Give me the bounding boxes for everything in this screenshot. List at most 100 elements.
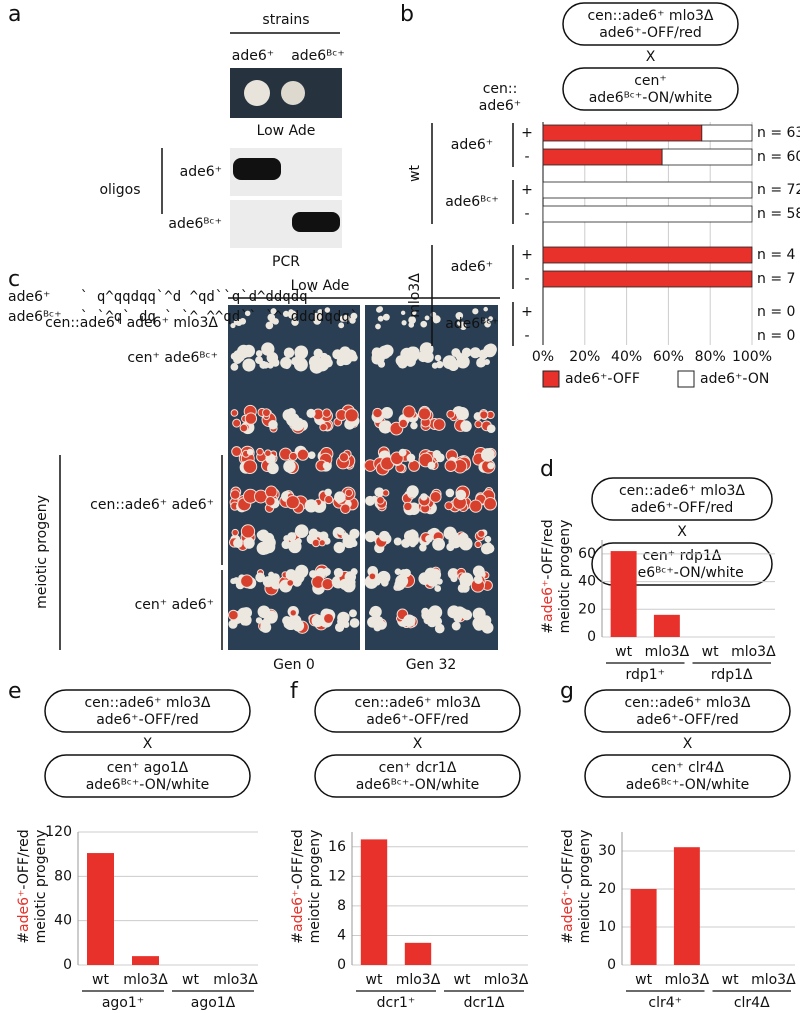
colony [265, 321, 274, 330]
group-label: rdp1⁺ [625, 667, 665, 683]
x-tick-label: wt [635, 972, 652, 988]
colony [408, 316, 416, 324]
colony [334, 622, 345, 632]
colony [293, 357, 308, 372]
colony [371, 347, 383, 358]
colony [365, 495, 376, 506]
colony [319, 422, 328, 432]
bar-segment [661, 148, 753, 166]
y-label-part: # [560, 932, 576, 944]
bar [630, 889, 657, 965]
colony [408, 322, 415, 328]
colony [323, 612, 335, 624]
n-label: n = 7 [757, 271, 795, 287]
colony [349, 528, 360, 539]
colony [372, 407, 383, 419]
cross-x: X [683, 736, 693, 752]
colony [432, 418, 446, 431]
colony [420, 320, 428, 328]
cross-x: X [413, 736, 423, 752]
colony [455, 406, 469, 420]
colony [350, 312, 358, 320]
group-label: dcr1⁺ [377, 995, 416, 1011]
colony [341, 532, 349, 540]
colony [381, 344, 394, 358]
colony [282, 409, 295, 422]
parent-bubble [44, 754, 251, 798]
colony [375, 323, 381, 330]
colony [434, 354, 442, 362]
colony [244, 80, 270, 106]
colony [476, 359, 485, 368]
y-label-part: # [16, 932, 32, 944]
cross-text: cen⁺ dcr1Δ [379, 760, 457, 776]
colony [444, 459, 457, 472]
colony [294, 524, 309, 539]
oligos-label: oligos [99, 182, 140, 198]
colony [307, 451, 316, 459]
colony [486, 424, 496, 434]
y-label-part: -OFF/red [560, 829, 576, 889]
colony [288, 539, 302, 554]
bar [610, 551, 637, 637]
colony [364, 530, 377, 543]
colony [338, 322, 345, 329]
colony [474, 420, 483, 429]
colony [460, 420, 472, 432]
colony [317, 309, 324, 315]
colony [324, 488, 332, 497]
cross-text: cen::ade6⁺ mlo3Δ [354, 695, 480, 711]
y-tick-label: 40 [54, 913, 72, 929]
legend-label: ade6⁺-OFF [565, 371, 640, 387]
n-label: n = 63 [757, 125, 800, 141]
plate-label: Low Ade [257, 123, 316, 139]
colony [344, 571, 357, 583]
colony [406, 453, 416, 463]
cross-text: cen⁺ clr4Δ [651, 760, 724, 776]
legend-label: ade6⁺-ON [700, 371, 769, 387]
parent-bubble [314, 689, 521, 733]
parent-bubble [584, 689, 791, 733]
category-label: - [524, 328, 529, 344]
colony [314, 531, 322, 538]
y-label-part: ade6⁺ [290, 890, 306, 932]
legend-swatch [542, 370, 560, 388]
x-tick-label: wt [454, 972, 471, 988]
n-label: n = 72 [757, 182, 800, 198]
colony [240, 524, 256, 539]
colony [406, 529, 419, 542]
panel-label: e [8, 679, 22, 704]
allele-label: ade6⁺ [451, 259, 493, 275]
colony [309, 570, 318, 579]
x-tick-label: wt [92, 972, 109, 988]
colony [483, 306, 488, 312]
colony [324, 494, 334, 505]
colony [230, 352, 239, 360]
x-tick-label: mlo3Δ [484, 972, 529, 988]
colony [239, 318, 247, 325]
y-axis-label: #ade6⁺-OFF/red [540, 519, 556, 633]
colony [382, 313, 390, 321]
bar-segment [701, 124, 753, 142]
panel-label: d [540, 457, 554, 482]
sequence-name: ade6⁺ [8, 289, 50, 305]
colony [403, 614, 416, 627]
colony [321, 578, 334, 591]
parent-bubble [44, 689, 251, 733]
colony [446, 409, 456, 419]
y-tick-label: 10 [598, 919, 616, 935]
gel-row-label: ade6ᴮᶜ⁺ [168, 216, 222, 232]
y-tick-label: 16 [328, 839, 346, 855]
cross-text: ade6ᴮᶜ⁺-ON/white [589, 90, 713, 106]
colony [244, 412, 258, 425]
x-tick-label: mlo3Δ [396, 972, 441, 988]
colony [461, 609, 473, 621]
colony [431, 362, 439, 369]
colony [318, 539, 326, 547]
y-tick-label: 120 [45, 824, 72, 840]
cross-x: X [143, 736, 153, 752]
y-label-part: ade6⁺ [16, 890, 32, 932]
colony [448, 360, 459, 372]
colony [342, 621, 350, 629]
